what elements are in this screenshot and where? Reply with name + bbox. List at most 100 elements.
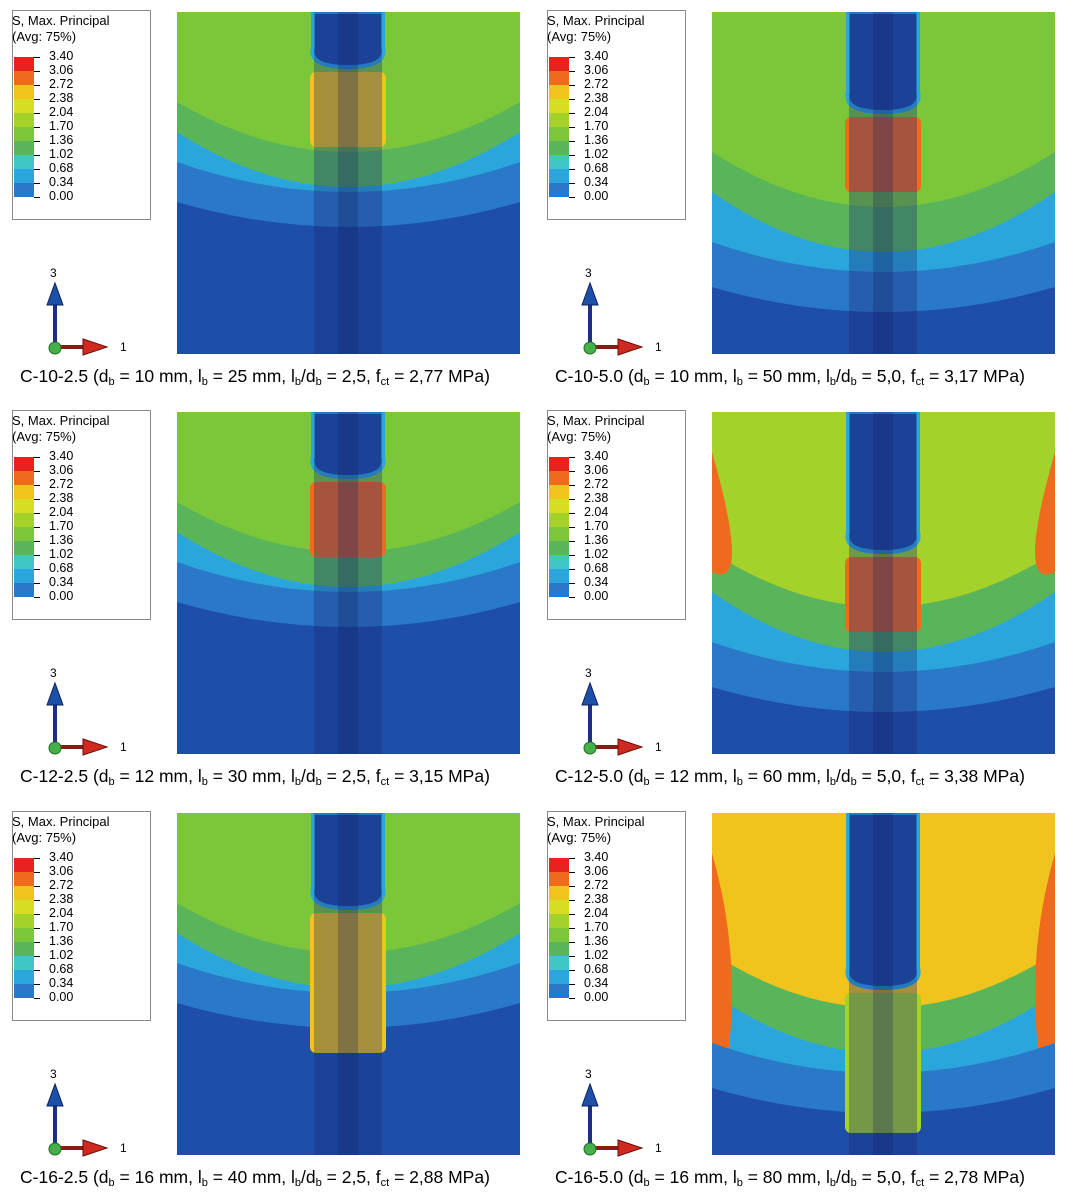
caption-db-value: 12 bbox=[134, 766, 155, 786]
rebar-highlight bbox=[873, 412, 893, 754]
legend-color-band bbox=[549, 527, 569, 541]
caption-subscript: b bbox=[850, 1177, 857, 1189]
legend-title: S, Max. Principal (Avg: 75%) bbox=[547, 814, 645, 846]
legend-color-band bbox=[549, 956, 569, 970]
legend-level-label: 3.40 bbox=[49, 49, 74, 63]
caption-ratio-value: 5,0 bbox=[876, 766, 902, 786]
caption-text: = bbox=[742, 366, 763, 386]
axis-1-arrowhead bbox=[82, 1139, 109, 1157]
legend-title-line2: (Avg: 75%) bbox=[547, 29, 612, 44]
legend-tick bbox=[34, 197, 40, 198]
legend-tick bbox=[569, 99, 575, 100]
legend-color-band bbox=[14, 583, 34, 597]
contour-hotspot bbox=[1035, 452, 1055, 575]
legend-color-band bbox=[549, 970, 569, 984]
caption-db-value: 16 bbox=[669, 1167, 690, 1187]
caption-text: = bbox=[649, 1167, 670, 1187]
caption-subscript: b bbox=[294, 1177, 302, 1189]
caption-subscript: b bbox=[643, 776, 650, 788]
legend-level-label: 2.38 bbox=[584, 91, 609, 105]
axis-1-arrowhead bbox=[82, 338, 109, 356]
legend-title: S, Max. Principal (Avg: 75%) bbox=[12, 13, 110, 45]
legend-title: S, Max. Principal (Avg: 75%) bbox=[12, 814, 110, 846]
legend-tick bbox=[569, 872, 575, 873]
legend-tick bbox=[34, 956, 40, 957]
caption-subscript: b bbox=[294, 376, 302, 388]
caption-subscript: b bbox=[643, 376, 650, 388]
stress-contour-plot bbox=[177, 813, 520, 1155]
legend-color-band bbox=[549, 513, 569, 527]
legend-level-label: 3.40 bbox=[49, 850, 74, 864]
legend-tick bbox=[34, 457, 40, 458]
caption-subscript: b bbox=[315, 376, 322, 388]
legend-color-band bbox=[549, 541, 569, 555]
legend-color-band bbox=[14, 956, 34, 970]
legend-color-band bbox=[549, 155, 569, 169]
legend-color-band bbox=[549, 183, 569, 197]
caption-lb-value: 30 bbox=[227, 766, 248, 786]
rebar-shaft bbox=[849, 813, 917, 1155]
stress-panel-C-12-5.0: S, Max. Principal (Avg: 75%) 3.40 3.06 2.7… bbox=[535, 400, 1066, 800]
legend-level-label: 2.72 bbox=[49, 878, 74, 892]
caption-lb-value: 25 bbox=[227, 366, 248, 386]
legend-color-band bbox=[14, 127, 34, 141]
caption-subscript: b bbox=[643, 1177, 650, 1189]
stress-contour-plot bbox=[177, 412, 520, 754]
rebar-highlight bbox=[338, 412, 358, 754]
stress-contour-plot bbox=[712, 412, 1055, 754]
legend-level-label: 3.06 bbox=[584, 63, 609, 77]
caption-ratio-value: 2,5 bbox=[341, 766, 367, 786]
legend-color-band bbox=[549, 57, 569, 71]
legend-color-band bbox=[14, 555, 34, 569]
legend-color-band bbox=[549, 485, 569, 499]
legend-level-label: 1.70 bbox=[584, 519, 609, 533]
caption-text: , f bbox=[901, 766, 916, 786]
legend-level-label: 3.40 bbox=[584, 49, 609, 63]
caption-text: /d bbox=[301, 1167, 316, 1187]
legend-level-label: 0.68 bbox=[584, 962, 609, 976]
legend-tick bbox=[569, 555, 575, 556]
caption-ratio-value: 5,0 bbox=[876, 1167, 902, 1187]
legend-level-label: 2.38 bbox=[49, 491, 74, 505]
legend-color-scale: 3.40 3.06 2.72 2.38 2.04 1.70 1.36 1.02 0.68 0.34… bbox=[549, 851, 608, 1004]
caption-text: = bbox=[924, 766, 945, 786]
legend-color-band bbox=[14, 169, 34, 183]
caption-text: MPa) bbox=[978, 1167, 1025, 1187]
legend-title-line2: (Avg: 75%) bbox=[12, 429, 77, 444]
caption-text: = bbox=[856, 1167, 877, 1187]
legend-box bbox=[547, 10, 686, 220]
rebar-shaft bbox=[314, 813, 382, 1155]
legend-color-band bbox=[14, 155, 34, 169]
legend-color-band bbox=[14, 541, 34, 555]
bond-zone bbox=[845, 993, 921, 1133]
legend-level-label: 3.06 bbox=[49, 864, 74, 878]
legend-tick bbox=[34, 942, 40, 943]
axis-3-arrowhead bbox=[46, 281, 64, 306]
caption-fct-value: 2,78 bbox=[944, 1167, 979, 1187]
caption-text: = bbox=[114, 366, 135, 386]
rebar-shaft bbox=[314, 12, 382, 354]
legend-tick bbox=[34, 900, 40, 901]
bond-zone bbox=[845, 117, 921, 192]
caption-subscript: ct bbox=[915, 776, 925, 788]
legend-title-line1: S, Max. Principal bbox=[547, 814, 645, 829]
legend-level-label: 1.70 bbox=[49, 519, 74, 533]
legend-level-label: 0.68 bbox=[584, 561, 609, 575]
caption-subscript: ct bbox=[380, 776, 390, 788]
axis-1-arrowhead bbox=[617, 738, 644, 756]
legend-tick bbox=[569, 527, 575, 528]
legend-level-label: 3.06 bbox=[584, 463, 609, 477]
axis-label-3: 3 bbox=[50, 666, 57, 680]
axis-1-arrowhead bbox=[617, 338, 644, 356]
caption-subscript: b bbox=[201, 776, 208, 788]
legend-level-label: 3.06 bbox=[584, 864, 609, 878]
legend-title-line2: (Avg: 75%) bbox=[12, 29, 77, 44]
legend-tick bbox=[34, 597, 40, 598]
stress-panel-C-10-5.0: S, Max. Principal (Avg: 75%) 3.40 3.06 2.7… bbox=[535, 0, 1066, 400]
legend-tick bbox=[569, 457, 575, 458]
legend-color-band bbox=[549, 457, 569, 471]
rebar-shaft bbox=[849, 412, 917, 754]
caption-subscript: b bbox=[736, 376, 743, 388]
bar-head-region bbox=[845, 12, 921, 115]
legend-color-band bbox=[14, 886, 34, 900]
